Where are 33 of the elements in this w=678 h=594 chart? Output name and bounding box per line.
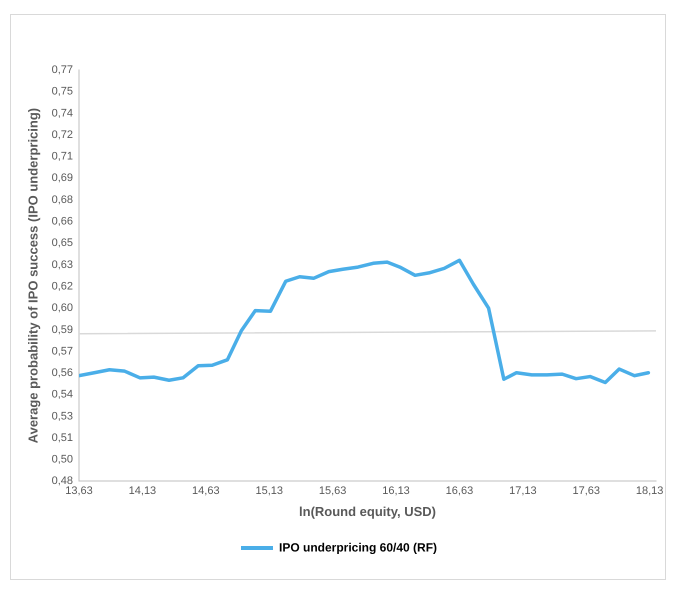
y-tick-label: 0,77 <box>52 64 74 76</box>
x-tick-label: 17,63 <box>572 484 600 497</box>
y-tick-label: 0,68 <box>52 194 74 206</box>
y-tick-label: 0,56 <box>52 367 74 380</box>
y-tick-label: 0,72 <box>52 128 74 141</box>
x-tick-label: 18,13 <box>636 484 664 497</box>
y-tick-label: 0,71 <box>52 150 74 163</box>
y-tick-label: 0,51 <box>52 432 74 444</box>
y-tick-label: 0,57 <box>52 345 74 358</box>
x-tick-label: 14,13 <box>128 484 156 497</box>
x-tick-label: 16,13 <box>382 484 410 497</box>
x-tick-label: 17,13 <box>509 484 537 497</box>
y-tick-label: 0,75 <box>52 86 74 98</box>
x-tick-label: 15,63 <box>318 484 346 497</box>
y-tick-label: 0,50 <box>52 454 74 466</box>
y-tick-label: 0,63 <box>52 258 74 271</box>
y-tick-label: 0,66 <box>52 215 74 228</box>
y-tick-label: 0,62 <box>52 280 74 292</box>
y-tick-label: 0,69 <box>52 172 74 184</box>
x-axis-title: ln(Round equity, USD) <box>299 504 436 519</box>
y-tick-label: 0,60 <box>52 302 74 314</box>
y-tick-label: 0,65 <box>52 237 74 250</box>
y-tick-label: 0,53 <box>52 410 74 422</box>
y-tick-label: 0,54 <box>52 388 74 401</box>
y-tick-label: 0,74 <box>52 107 74 120</box>
y-tick-label: 0,59 <box>52 324 74 336</box>
x-tick-label: 15,13 <box>255 484 283 497</box>
x-tick-label: 13,63 <box>65 484 93 497</box>
legend-label: IPO underpricing 60/40 (RF) <box>278 540 438 554</box>
y-tick-label: 0,48 <box>52 475 74 488</box>
y-axis-title: Average probability of IPO success (IPO underpricing) <box>25 108 40 444</box>
x-tick-label: 16,63 <box>446 484 474 497</box>
x-tick-label: 14,63 <box>192 484 220 497</box>
